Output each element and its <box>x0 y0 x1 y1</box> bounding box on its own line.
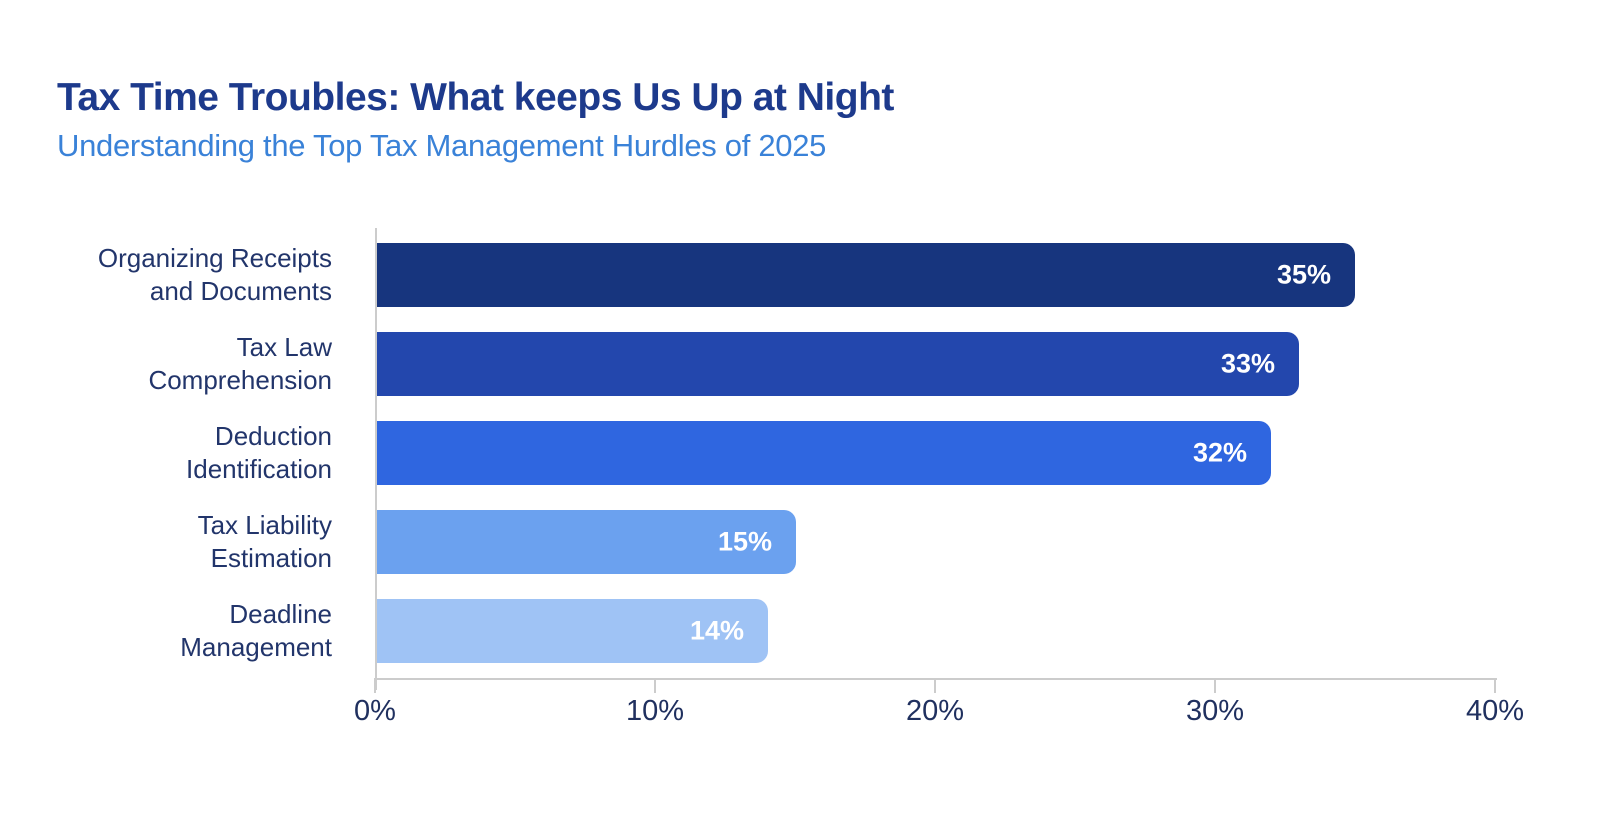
bar-chart: Organizing Receipts and Documents 35% Tax L… <box>0 227 1600 767</box>
x-axis-tick-label: 30% <box>1185 695 1245 727</box>
x-axis-tick <box>1214 678 1216 693</box>
chart-subtitle: Understanding the Top Tax Management Hur… <box>57 128 827 163</box>
x-axis-line <box>375 678 1497 680</box>
category-label: Tax Law Comprehension <box>148 332 332 395</box>
bar-value-label: 15% <box>717 526 772 557</box>
x-axis-tick <box>374 678 376 693</box>
x-axis-tick-label: 0% <box>354 695 396 727</box>
x-axis-tick <box>934 678 936 693</box>
bar-value-label: 35% <box>1276 259 1331 290</box>
bar: 14% <box>377 599 768 663</box>
category-label: Tax Liability Estimation <box>197 510 332 573</box>
bar-value-label: 14% <box>689 615 744 646</box>
category-label: Deduction Identification <box>186 421 332 484</box>
x-axis-tick <box>654 678 656 693</box>
bar-value-label: 32% <box>1192 437 1247 468</box>
bar: 15% <box>377 510 796 574</box>
y-axis-line <box>375 228 377 690</box>
x-axis-tick <box>1494 678 1496 693</box>
x-axis-tick-label: 10% <box>625 695 685 727</box>
category-label: Deadline Management <box>180 599 332 662</box>
bar: 32% <box>377 421 1271 485</box>
bar-value-label: 33% <box>1220 348 1275 379</box>
bar: 33% <box>377 332 1299 396</box>
category-label: Organizing Receipts and Documents <box>97 243 332 306</box>
chart-title: Tax Time Troubles: What keeps Us Up at N… <box>57 76 894 119</box>
x-axis-tick-label: 20% <box>905 695 965 727</box>
x-axis-tick-label: 40% <box>1465 695 1525 727</box>
bar: 35% <box>377 243 1355 307</box>
